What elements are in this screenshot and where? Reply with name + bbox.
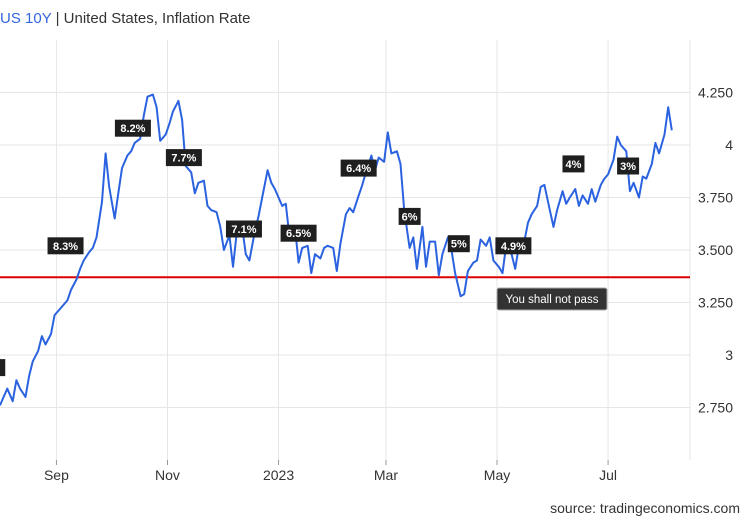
x-tick-label: May <box>484 467 510 483</box>
y-tick-label: 3.500 <box>698 242 733 258</box>
chart-title: US 10Y | United States, Inflation Rate <box>0 10 250 27</box>
y-axis: 2.750 3 3.250 3.500 3.750 4 4.250 <box>698 85 733 416</box>
x-tick-label: Jul <box>599 467 617 483</box>
annotation-label: 3% <box>617 157 640 175</box>
annotation-box <box>165 149 202 167</box>
x-axis: Sep Nov 2023 Mar May Jul <box>44 460 617 483</box>
chart-subtitle: United States, Inflation Rate <box>63 10 251 27</box>
annotation-label: 5% <box>447 235 470 253</box>
y-tick-label: 4.250 <box>698 85 733 101</box>
series-layer <box>0 93 673 406</box>
annotation-box <box>340 159 377 177</box>
annotation-text: 5% <box>451 239 467 251</box>
annotation-label: 7.1% <box>225 220 262 238</box>
annotation-box <box>225 220 262 238</box>
annotation-text: 8.2% <box>120 123 145 135</box>
y-tick-label: 2.750 <box>698 400 733 416</box>
threshold-note-box <box>496 287 608 311</box>
annotation-text: 7.1% <box>231 224 256 236</box>
x-tick-label: Sep <box>44 467 69 483</box>
threshold-layer: You shall not pass <box>0 276 690 311</box>
annotation-text: 4.9% <box>501 241 526 253</box>
annotation-text: 8.3% <box>53 241 78 253</box>
line-chart[interactable]: 2.750 3 3.250 3.500 3.750 4 4.250 Sep Nov 2023 Ma… <box>0 0 750 500</box>
annotation-box <box>114 119 151 137</box>
annotation-label: 7.7% <box>165 149 202 167</box>
symbol-label[interactable]: US 10Y <box>0 10 52 27</box>
annotation-label: 4% <box>562 155 585 173</box>
annotation-box <box>617 157 640 175</box>
x-tick-label: 2023 <box>263 467 294 483</box>
series-line[interactable] <box>0 93 673 406</box>
y-tick-label: 4 <box>725 137 733 153</box>
annotation-label: 8.5% <box>0 359 6 377</box>
y-tick-label: 3.750 <box>698 190 733 206</box>
annotation-box <box>398 207 421 225</box>
x-tick-label: Nov <box>155 467 180 483</box>
annotation-box <box>495 237 532 255</box>
threshold-note-text: You shall not pass <box>506 294 599 306</box>
annotation-text: 4% <box>566 159 582 171</box>
annotation-label: 4.9% <box>495 237 532 255</box>
annotation-label: 6.5% <box>280 224 317 242</box>
annotation-label: 8.2% <box>114 119 151 137</box>
title-separator: | <box>51 10 64 27</box>
annotation-layer: 8.5% 8.3% 8.2% 7.7% 7.1% 6.5% 6.4% 6% 5% 4.9% 4% 3% <box>0 119 640 377</box>
annotation-box <box>280 224 317 242</box>
annotation-text: 6.5% <box>286 228 311 240</box>
x-tick-label: Mar <box>374 467 398 483</box>
annotation-text: 7.7% <box>171 153 196 165</box>
annotation-label: 6% <box>398 207 421 225</box>
annotation-text: 6.4% <box>346 163 371 175</box>
annotation-box <box>447 235 470 253</box>
y-tick-label: 3 <box>725 347 733 363</box>
grid-lines <box>0 40 691 460</box>
annotation-box <box>47 237 84 255</box>
annotation-label: 8.3% <box>47 237 84 255</box>
source-credit: source: tradingeconomics.com <box>550 500 740 516</box>
annotation-text: 6% <box>402 211 418 223</box>
annotation-label: 6.4% <box>340 159 377 177</box>
annotation-text: 3% <box>620 161 636 173</box>
annotation-box <box>562 155 585 173</box>
threshold-note: You shall not pass <box>496 287 608 311</box>
y-tick-label: 3.250 <box>698 295 733 311</box>
annotation-box <box>0 359 6 377</box>
